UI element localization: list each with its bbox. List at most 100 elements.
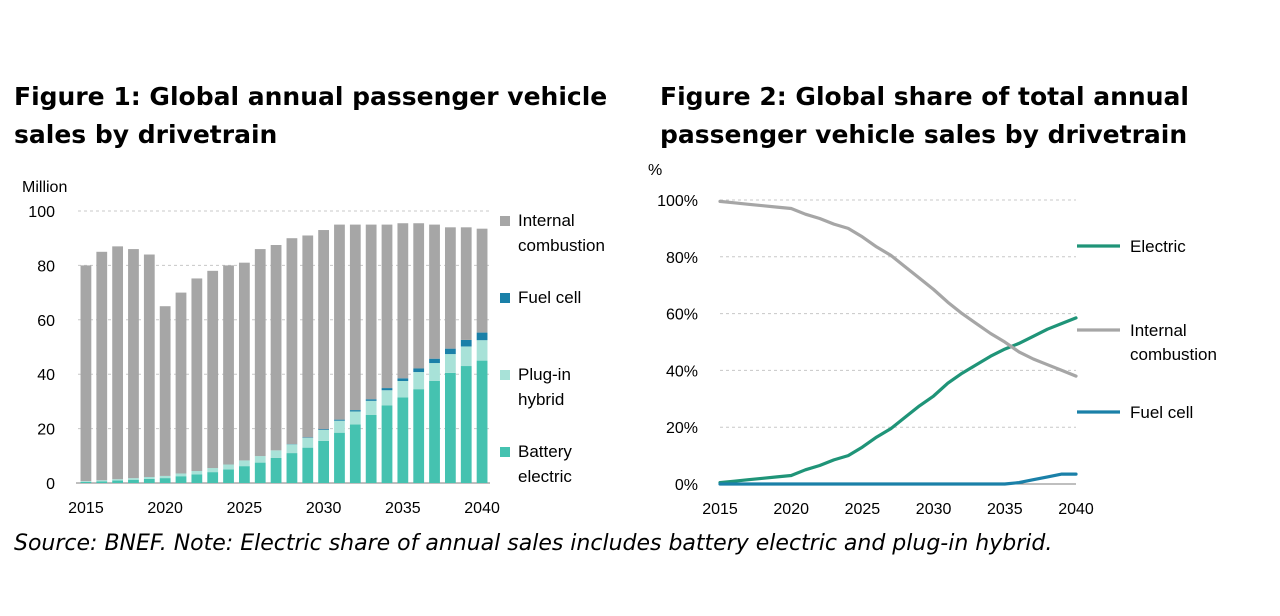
- bar-plug-in-hybrid-2034: [381, 390, 393, 406]
- bar-plug-in-hybrid-2021: [175, 473, 187, 477]
- bar-fuel-cell-2036: [413, 368, 425, 373]
- bar-fuel-cell-2035: [397, 378, 409, 381]
- x-tick-label: 2035: [987, 501, 1023, 518]
- legend-label-fuel-cell: Fuel cell: [518, 288, 581, 307]
- bar-plug-in-hybrid-2033: [365, 400, 377, 415]
- bar-battery-electric-2030: [318, 440, 330, 483]
- bar-battery-electric-2039: [460, 366, 472, 483]
- y-tick-label: 20%: [666, 420, 698, 437]
- legend-label-internal-combustion: Internal: [1130, 321, 1187, 340]
- bar-plug-in-hybrid-2017: [112, 479, 124, 481]
- bar-plug-in-hybrid-2025: [238, 460, 250, 467]
- figure1-title: Figure 1: Global annual passenger vehicl…: [14, 82, 608, 149]
- bar-battery-electric-2038: [444, 372, 456, 483]
- bar-plug-in-hybrid-2020: [159, 475, 171, 479]
- figure2-title: Figure 2: Global share of total annual p…: [660, 82, 1189, 149]
- bar-plug-in-hybrid-2040: [476, 340, 488, 361]
- bar-fuel-cell-2040: [476, 332, 488, 341]
- bar-internal-combustion-2030: [318, 230, 330, 430]
- bar-fuel-cell-2034: [381, 388, 393, 391]
- bar-plug-in-hybrid-2022: [191, 471, 203, 475]
- legend-label-battery-electric: electric: [518, 467, 572, 486]
- y-tick-label: 80: [37, 258, 55, 275]
- legend-label-internal-combustion: combustion: [518, 236, 605, 255]
- bar-plug-in-hybrid-2029: [302, 437, 314, 448]
- x-tick-label: 2035: [385, 500, 421, 517]
- bar-plug-in-hybrid-2038: [444, 354, 456, 373]
- x-tick-label: 2020: [773, 501, 809, 518]
- bar-internal-combustion-2032: [349, 224, 361, 411]
- figure2-x-ticks: 2015 2020 2025 2030 2035 2040: [702, 501, 1094, 518]
- bar-internal-combustion-2015: [80, 265, 92, 482]
- bar-battery-electric-2034: [381, 405, 393, 483]
- bar-internal-combustion-2040: [476, 228, 488, 333]
- bar-internal-combustion-2018: [128, 249, 139, 479]
- x-tick-label: 2030: [306, 500, 342, 517]
- legend-swatch-fuel-cell: [500, 293, 510, 303]
- bar-fuel-cell-2033: [365, 399, 377, 401]
- bar-plug-in-hybrid-2031: [334, 420, 345, 433]
- x-tick-label: 2025: [227, 500, 263, 517]
- figure1-y-ticks: 0 20 40 60 80 100: [28, 204, 55, 493]
- figure2-line-chart: % 0% 20% 40% 60% 80% 100% 2015 2020 2025 2030 203…: [648, 162, 1217, 518]
- bar-plug-in-hybrid-2026: [254, 456, 266, 463]
- bar-fuel-cell-2032: [349, 410, 361, 412]
- bar-battery-electric-2036: [413, 389, 425, 483]
- bar-battery-electric-2024: [223, 469, 234, 483]
- figure1-unit-label: Million: [22, 179, 67, 196]
- bar-plug-in-hybrid-2015: [80, 481, 92, 482]
- figure2-lines: [718, 199, 1078, 486]
- legend-swatch-plug-in-hybrid: [500, 370, 510, 380]
- figure1-legend: Internal combustion Fuel cell Plug-in hybrid…: [500, 211, 605, 486]
- bar-internal-combustion-2026: [254, 249, 266, 457]
- legend-swatch-internal-combustion: [500, 216, 510, 226]
- figure2-y-ticks: 0% 20% 40% 60% 80% 100%: [657, 193, 698, 494]
- y-tick-label: 40%: [666, 363, 698, 380]
- bar-internal-combustion-2034: [381, 224, 393, 389]
- bar-battery-electric-2037: [429, 381, 440, 483]
- figure1-bars: [80, 223, 488, 483]
- bar-battery-electric-2033: [365, 415, 377, 483]
- figure2-legend: Electric Internal combustion Fuel cell: [1077, 237, 1217, 422]
- y-tick-label: 0: [46, 476, 55, 493]
- bar-battery-electric-2023: [207, 472, 219, 483]
- bar-internal-combustion-2028: [286, 238, 298, 445]
- bar-plug-in-hybrid-2028: [286, 444, 298, 454]
- x-tick-label: 2025: [845, 501, 881, 518]
- bar-fuel-cell-2037: [429, 358, 440, 364]
- legend-label-fuel-cell: Fuel cell: [1130, 403, 1193, 422]
- y-tick-label: 100%: [657, 193, 698, 210]
- legend-label-battery-electric: Battery: [518, 442, 572, 461]
- bar-plug-in-hybrid-2035: [397, 381, 409, 398]
- bar-internal-combustion-2025: [238, 262, 250, 461]
- bar-plug-in-hybrid-2039: [460, 346, 472, 367]
- x-tick-label: 2020: [147, 500, 183, 517]
- line-fuel-cell: [718, 472, 1078, 486]
- bar-internal-combustion-2033: [365, 224, 377, 400]
- bar-plug-in-hybrid-2036: [413, 372, 425, 390]
- y-tick-label: 60: [37, 313, 55, 330]
- bar-battery-electric-2016: [96, 481, 108, 483]
- bar-internal-combustion-2024: [223, 265, 234, 465]
- line-electric: [718, 316, 1078, 485]
- x-tick-label: 2015: [702, 501, 738, 518]
- bar-internal-combustion-2038: [444, 227, 456, 349]
- bar-battery-electric-2027: [270, 457, 282, 483]
- bar-plug-in-hybrid-2018: [128, 478, 139, 480]
- bar-internal-combustion-2036: [413, 223, 425, 369]
- source-note: Source: BNEF. Note: Electric share of an…: [14, 531, 1053, 556]
- bar-plug-in-hybrid-2016: [96, 480, 108, 482]
- figure2-unit-label: %: [648, 162, 662, 179]
- bar-internal-combustion-2021: [175, 292, 187, 474]
- legend-label-internal-combustion: Internal: [518, 211, 575, 230]
- bar-internal-combustion-2035: [397, 223, 409, 379]
- bar-battery-electric-2017: [112, 480, 124, 483]
- bar-battery-electric-2018: [128, 479, 139, 483]
- legend-label-internal-combustion: combustion: [1130, 345, 1217, 364]
- bar-battery-electric-2021: [175, 476, 187, 483]
- legend-label-plug-in-hybrid: Plug-in: [518, 365, 571, 384]
- bar-battery-electric-2029: [302, 447, 314, 483]
- y-tick-label: 0%: [675, 477, 698, 494]
- bar-battery-electric-2019: [143, 478, 155, 483]
- bar-plug-in-hybrid-2030: [318, 429, 330, 441]
